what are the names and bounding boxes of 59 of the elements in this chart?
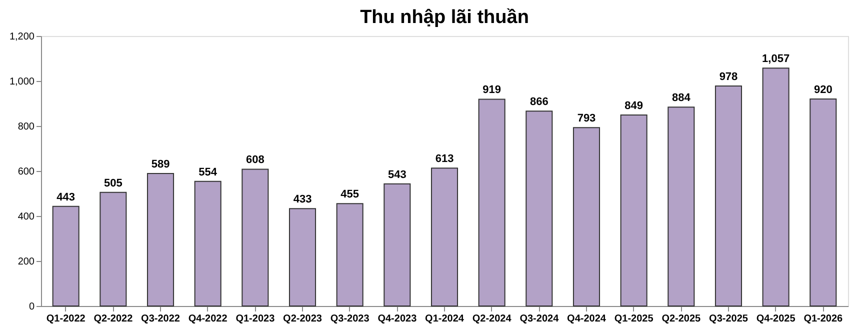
- y-tick-label: 800: [18, 122, 35, 132]
- x-tick-label: Q4-2023: [378, 314, 418, 324]
- bar: [242, 168, 269, 306]
- x-tick-label: Q1-2025: [614, 314, 654, 324]
- x-tick-label: Q2-2023: [283, 314, 322, 324]
- bar: [478, 98, 506, 306]
- data-label: 543: [388, 168, 406, 181]
- x-tick-label: Q2-2022: [94, 314, 134, 324]
- x-tick-label: Q4-2024: [567, 314, 606, 324]
- x-tick-label: Q2-2024: [472, 314, 512, 324]
- x-tick-label: Q4-2022: [188, 314, 228, 324]
- bar: [100, 192, 127, 306]
- x-tick-label: Q1-2022: [46, 314, 86, 324]
- bar: [668, 106, 695, 306]
- bar: [762, 68, 790, 306]
- y-tick-label: 1,200: [9, 32, 35, 42]
- bar: [526, 110, 553, 306]
- bar: [384, 183, 411, 306]
- x-tick-label: Q2-2025: [662, 314, 702, 324]
- bar: [52, 206, 80, 306]
- data-label: 433: [293, 194, 312, 206]
- x-tick-label: Q3-2022: [141, 314, 180, 324]
- data-label: 920: [814, 84, 832, 96]
- x-tick-label: Q3-2024: [520, 314, 560, 324]
- chart-title: Thu nhập lãi thuần: [360, 7, 529, 28]
- y-tick-label: 1,000: [9, 76, 35, 88]
- x-tick-label: Q1-2026: [804, 314, 844, 324]
- data-label: 455: [340, 188, 360, 201]
- bar: [430, 168, 458, 306]
- bar: [194, 180, 222, 306]
- bar: [620, 114, 648, 306]
- data-label: 978: [719, 70, 738, 83]
- x-tick-label: Q1-2024: [425, 314, 464, 324]
- bar: [288, 208, 316, 306]
- x-tick-label: Q3-2025: [709, 314, 748, 324]
- data-label: 589: [151, 158, 170, 170]
- data-label: 443: [56, 191, 76, 204]
- data-label: 793: [577, 112, 596, 125]
- data-label: 919: [482, 84, 502, 96]
- bar: [714, 85, 742, 306]
- bar: [146, 172, 174, 306]
- x-tick-label: Q1-2023: [236, 314, 276, 324]
- y-tick-label: 400: [18, 212, 35, 222]
- data-label: 554: [198, 166, 218, 178]
- data-label: 849: [624, 100, 644, 112]
- y-tick-label: 600: [18, 166, 35, 178]
- data-label: 608: [246, 154, 264, 166]
- x-tick-label: Q3-2023: [330, 314, 370, 324]
- data-label: 884: [672, 92, 692, 104]
- data-label: 1,057: [762, 53, 790, 66]
- data-label: 866: [530, 96, 548, 108]
- y-tick-label: 200: [18, 256, 35, 268]
- x-tick-label: Q4-2025: [756, 314, 796, 324]
- data-label: 613: [435, 153, 454, 166]
- bar: [572, 127, 600, 306]
- bar: [810, 98, 837, 306]
- bar: [336, 203, 364, 306]
- data-label: 505: [104, 177, 122, 190]
- y-tick-label: 0: [28, 302, 35, 312]
